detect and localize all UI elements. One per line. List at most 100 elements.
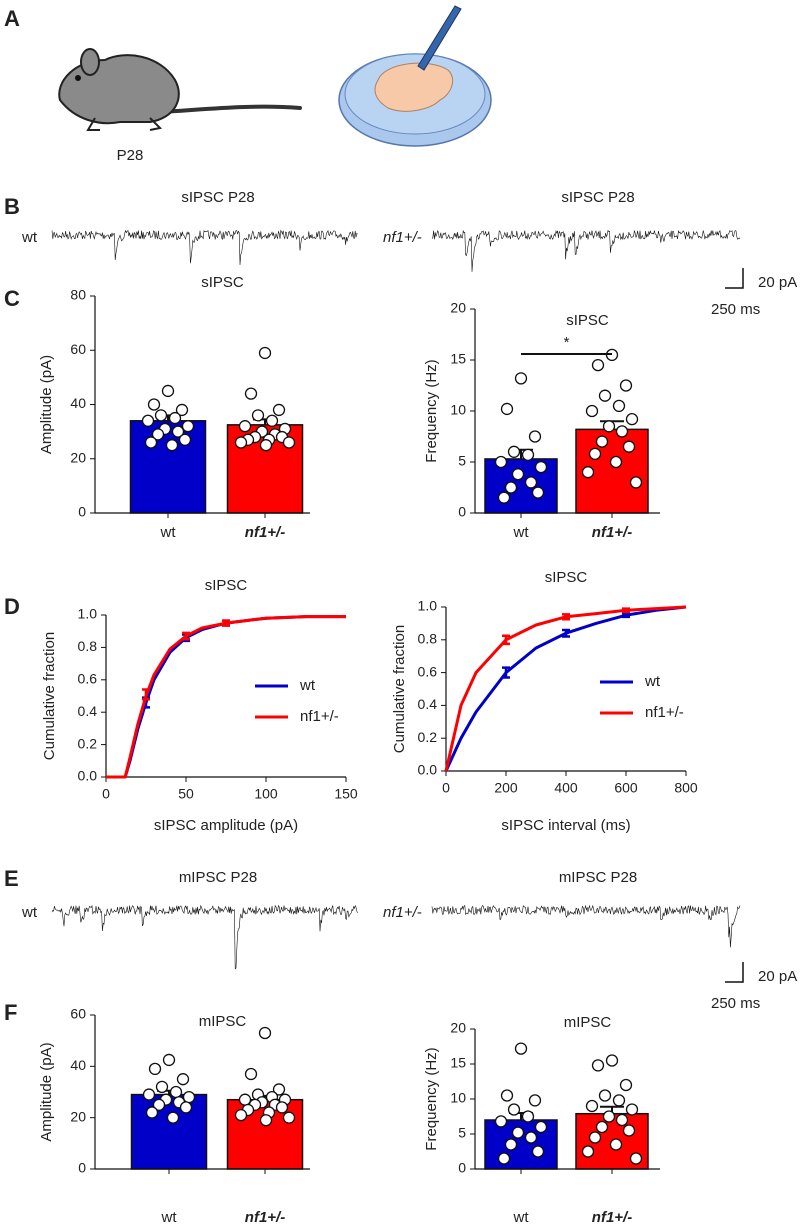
scale-bar (725, 268, 744, 289)
x-tick-label: nf1+/- (592, 524, 632, 541)
data-point (500, 402, 514, 416)
data-point (588, 1131, 602, 1144)
data-point (534, 1120, 548, 1134)
x-tick-label: 600 (614, 780, 638, 796)
scale-bar-label: 20 pA (758, 274, 797, 291)
data-point (494, 455, 508, 469)
y-tick-label: 0.0 (78, 768, 98, 784)
bar (129, 420, 207, 514)
data-point (155, 1080, 169, 1094)
genotype-label: wt (21, 904, 38, 921)
x-tick-label: 150 (334, 786, 358, 802)
y-tick-label: 15 (450, 1055, 466, 1071)
y-tick-label: 20 (70, 449, 86, 465)
y-axis-label: Frequency (Hz) (423, 1047, 440, 1150)
data-point (141, 414, 155, 427)
data-point (534, 460, 548, 474)
data-point (531, 1145, 545, 1158)
error-bar (562, 613, 570, 621)
y-tick-label: 10 (450, 402, 466, 418)
x-tick-label: nf1+/- (592, 1209, 632, 1226)
y-tick-label: 1.0 (78, 606, 98, 622)
scale-bar-label: 250 ms (711, 995, 760, 1012)
data-point (258, 346, 272, 360)
y-axis-label: Amplitude (pA) (38, 1042, 55, 1141)
data-point (591, 358, 605, 372)
data-point (619, 379, 633, 392)
data-point (178, 433, 192, 446)
data-point (511, 1126, 525, 1139)
data-point (629, 476, 643, 489)
data-point (581, 1145, 595, 1158)
current-trace (431, 229, 741, 272)
y-tick-label: 0.8 (418, 631, 438, 647)
data-point (282, 436, 296, 449)
x-tick-label: 400 (554, 780, 578, 796)
scale-bar (725, 962, 744, 983)
chart-title: sIPSC (545, 569, 588, 586)
data-point (147, 398, 161, 411)
data-point (175, 403, 189, 417)
chart-title: sIPSC (566, 312, 609, 329)
legend-label: nf1+/- (300, 708, 339, 725)
data-point (602, 420, 616, 433)
error-bar (622, 607, 630, 614)
data-point (504, 1138, 518, 1151)
y-tick-label: 0.6 (418, 663, 438, 679)
data-point (622, 440, 636, 453)
y-tick-label: 10 (450, 1090, 466, 1106)
y-axis-label: Frequency (Hz) (423, 359, 440, 462)
data-point (595, 1120, 609, 1134)
data-point (181, 420, 195, 433)
y-tick-label: 5 (458, 1125, 466, 1141)
panel-label: B (4, 194, 20, 219)
data-point (585, 404, 599, 418)
y-tick-label: 0.4 (78, 703, 98, 719)
x-tick-label: 0 (102, 786, 110, 802)
x-tick-label: wt (513, 524, 530, 541)
data-point (234, 436, 248, 449)
data-point (609, 1138, 623, 1151)
data-point (619, 1078, 633, 1092)
trace-title: mIPSC P28 (559, 869, 637, 886)
data-point (162, 1053, 176, 1067)
data-point (166, 1111, 180, 1124)
data-point (182, 1090, 196, 1104)
bar (130, 1093, 208, 1170)
panel-label: F (4, 1000, 17, 1025)
data-point (528, 1094, 542, 1107)
legend-label: wt (299, 677, 316, 694)
panel-label: A (4, 6, 20, 31)
current-trace (51, 229, 358, 265)
y-tick-label: 20 (450, 1020, 466, 1036)
data-point (168, 411, 182, 425)
data-point (598, 389, 612, 402)
error-bar (502, 666, 510, 679)
data-point (612, 399, 626, 413)
data-point (585, 1099, 599, 1113)
data-point (497, 491, 511, 504)
data-point (521, 448, 535, 462)
y-axis-label: Cumulative fraction (41, 632, 58, 760)
y-tick-label: 5 (458, 453, 466, 469)
current-trace (431, 904, 741, 948)
data-point (169, 1085, 183, 1099)
y-tick-label: 0 (78, 504, 86, 520)
data-point (615, 425, 629, 438)
data-point (524, 476, 538, 489)
x-tick-label: wt (161, 1209, 178, 1226)
x-tick-label: 50 (178, 786, 194, 802)
x-tick-label: 0 (442, 780, 450, 796)
data-point (507, 445, 521, 458)
y-tick-label: 60 (70, 1006, 86, 1022)
data-point (238, 420, 252, 433)
error-bar (182, 631, 190, 641)
y-tick-label: 0.0 (418, 762, 438, 778)
y-tick-label: 1.0 (418, 598, 438, 614)
genotype-label: nf1+/- (383, 229, 422, 246)
data-point (259, 1114, 273, 1127)
data-point (251, 409, 265, 422)
y-tick-label: 0.4 (418, 696, 438, 712)
data-point (602, 1110, 616, 1123)
